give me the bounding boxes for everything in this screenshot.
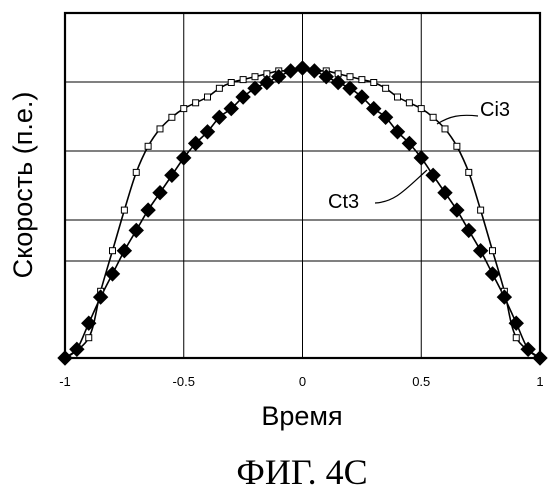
ct3-point [414, 151, 428, 165]
ct3-point [141, 203, 155, 217]
figure-caption: ФИГ. 4C [236, 452, 367, 492]
x-axis-label: Время [261, 401, 342, 431]
ct3-point [153, 186, 167, 200]
ci3-point [347, 74, 353, 80]
ci3-point [181, 106, 187, 112]
ci3-point [216, 85, 222, 91]
x-tick-label: 0.5 [412, 374, 430, 389]
ci3-point [430, 114, 436, 120]
ct3-point [82, 316, 96, 330]
ci3-point [383, 85, 389, 91]
ct3-point [284, 64, 298, 78]
ci3-point [205, 94, 211, 100]
x-tick-label: 0 [299, 374, 306, 389]
ci3-point [252, 74, 258, 80]
ci3-point [110, 248, 116, 254]
ci3-point [395, 94, 401, 100]
ci3-point [406, 100, 412, 106]
ct3-point [248, 81, 262, 95]
ci3-point [228, 80, 234, 86]
ci3-point [157, 126, 163, 132]
ct3-point [509, 316, 523, 330]
ci3-point [478, 207, 484, 213]
x-tick-label: 1 [536, 374, 543, 389]
ci3-point [418, 106, 424, 112]
ct3-point [58, 351, 72, 365]
y-axis-label: Скорость (п.е.) [8, 92, 38, 279]
x-tick-label: -1 [59, 374, 71, 389]
ct3-point [343, 81, 357, 95]
ct3-point [462, 223, 476, 237]
ci3-leader-line [437, 115, 478, 124]
ct3-point [94, 290, 108, 304]
ct3-point [165, 168, 179, 182]
ct3-point [129, 223, 143, 237]
ct3-leader-line [375, 170, 427, 203]
ct3-point [438, 186, 452, 200]
ct3-point [117, 244, 131, 258]
ct3-point [331, 76, 345, 90]
ci3-point [240, 77, 246, 83]
ci3-point [193, 100, 199, 106]
ci3-point [454, 143, 460, 149]
ct3-point [497, 290, 511, 304]
ci3-point [513, 335, 519, 341]
ci3-point [133, 169, 139, 175]
ci3-point [371, 80, 377, 86]
ct3-point [307, 64, 321, 78]
series-label-ct3: Ct3 [328, 191, 359, 213]
ci3-point [359, 77, 365, 83]
ct3-point [426, 168, 440, 182]
ct3-point [450, 203, 464, 217]
ct3-point [533, 351, 547, 365]
ct3-point [177, 151, 191, 165]
ci3-point [86, 335, 92, 341]
series-label-ci3: Ci3 [480, 99, 510, 121]
ci3-point [145, 143, 151, 149]
x-tick-labels: -1 -0.5 0 0.5 1 [59, 374, 543, 389]
ci3-point [121, 207, 127, 213]
ci3-point [490, 248, 496, 254]
ct3-point [296, 61, 310, 75]
x-tick-label: -0.5 [173, 374, 195, 389]
ci3-point [442, 126, 448, 132]
ct3-point [260, 76, 274, 90]
ci3-point [169, 114, 175, 120]
ci3-point [466, 169, 472, 175]
ct3-point [474, 244, 488, 258]
